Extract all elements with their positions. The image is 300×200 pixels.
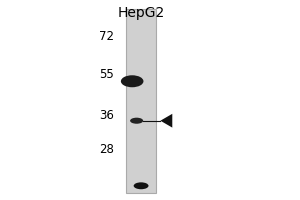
- Text: 72: 72: [99, 30, 114, 43]
- Ellipse shape: [130, 118, 143, 124]
- Text: 28: 28: [100, 143, 114, 156]
- Ellipse shape: [134, 182, 148, 189]
- Ellipse shape: [121, 75, 143, 87]
- Polygon shape: [160, 114, 172, 128]
- Text: 36: 36: [100, 109, 114, 122]
- Bar: [126, 9, 156, 193]
- Text: HepG2: HepG2: [118, 6, 165, 20]
- Text: 55: 55: [100, 68, 114, 81]
